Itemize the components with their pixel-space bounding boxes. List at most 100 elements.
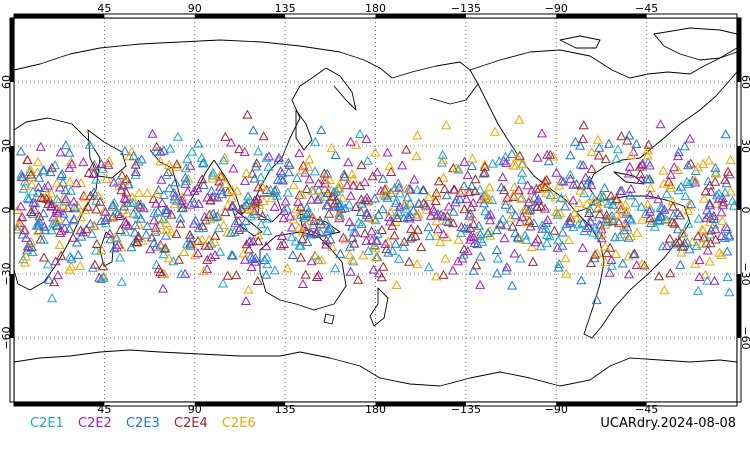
observation-marker: [626, 215, 637, 225]
observation-marker: [667, 201, 679, 211]
observation-marker: [355, 180, 366, 190]
observation-marker: [642, 145, 653, 155]
observation-marker: [574, 197, 585, 208]
observation-marker: [185, 240, 196, 250]
observation-marker: [491, 224, 502, 235]
observation-marker: [312, 194, 323, 204]
observation-marker: [148, 215, 160, 225]
observation-marker: [102, 212, 113, 222]
observation-marker: [551, 167, 562, 177]
observation-marker: [356, 198, 367, 208]
observation-marker: [431, 216, 442, 226]
observation-marker: [693, 285, 704, 295]
observation-marker: [308, 212, 319, 222]
observation-marker: [172, 161, 183, 171]
observation-marker: [451, 163, 462, 173]
observation-marker: [166, 209, 177, 219]
observation-marker: [282, 187, 293, 197]
observation-marker: [286, 222, 297, 232]
observation-marker: [369, 193, 380, 203]
observation-marker: [481, 193, 492, 203]
observation-marker: [225, 227, 236, 237]
observation-marker: [253, 182, 264, 192]
observation-marker: [177, 195, 188, 205]
observation-marker: [517, 211, 528, 221]
observation-marker: [517, 167, 528, 177]
observation-marker: [483, 210, 494, 220]
observation-marker: [545, 149, 556, 159]
observation-marker: [62, 203, 73, 213]
observation-marker: [322, 200, 333, 210]
observation-marker: [578, 160, 589, 170]
observation-marker: [683, 205, 694, 215]
observation-marker: [322, 168, 333, 178]
observation-marker: [262, 213, 273, 223]
observation-marker: [180, 163, 192, 173]
observation-marker: [661, 188, 672, 198]
observation-marker: [624, 130, 635, 140]
observation-marker: [189, 185, 200, 195]
observation-marker: [315, 227, 326, 237]
observation-marker: [350, 227, 361, 237]
observation-marker: [694, 254, 705, 265]
observation-marker: [322, 187, 333, 197]
observation-marker: [506, 204, 517, 214]
observation-marker: [603, 138, 614, 148]
observation-marker: [465, 234, 476, 244]
observation-marker: [182, 154, 193, 164]
observation-marker: [532, 152, 543, 162]
observation-marker: [244, 236, 255, 246]
observation-marker: [14, 217, 25, 227]
observation-marker: [12, 224, 23, 234]
observation-marker: [571, 178, 582, 189]
observation-marker: [479, 161, 490, 171]
observation-marker: [537, 220, 548, 230]
observation-marker: [435, 236, 446, 247]
observation-marker: [104, 155, 115, 165]
observation-marker: [613, 217, 624, 227]
observation-marker: [209, 191, 220, 201]
observation-marker: [459, 204, 470, 214]
observation-marker: [607, 199, 618, 209]
frame-band-dark: [194, 402, 286, 406]
observation-marker: [400, 198, 411, 208]
observation-marker: [117, 170, 128, 180]
top-lon-label: −135: [451, 2, 481, 15]
observation-marker: [301, 183, 312, 193]
observation-marker: [452, 256, 464, 266]
observation-marker: [453, 234, 464, 244]
observation-marker: [75, 260, 86, 270]
observation-marker: [382, 192, 393, 202]
observation-marker: [376, 272, 387, 282]
observation-marker: [591, 294, 602, 305]
observation-marker: [261, 241, 272, 251]
observation-marker: [600, 256, 611, 266]
observation-marker: [137, 235, 148, 245]
observation-marker: [656, 203, 668, 213]
observation-marker: [437, 154, 449, 164]
observation-marker: [258, 131, 269, 141]
observation-marker: [198, 179, 209, 190]
observation-marker: [507, 221, 518, 231]
observation-marker: [485, 209, 496, 219]
observation-marker: [164, 183, 175, 193]
observation-marker: [577, 242, 588, 252]
observation-marker: [440, 253, 451, 263]
observation-marker: [576, 275, 587, 285]
observation-marker: [565, 169, 576, 179]
observation-marker: [603, 198, 614, 208]
observation-marker: [12, 221, 23, 231]
observation-marker: [605, 190, 617, 200]
observation-marker: [209, 236, 220, 246]
observation-marker: [310, 251, 321, 261]
observation-marker: [302, 236, 313, 246]
observation-marker: [495, 219, 506, 229]
observation-marker: [64, 147, 75, 157]
observation-marker: [135, 199, 146, 209]
observation-marker: [42, 180, 54, 190]
observation-marker: [141, 229, 152, 239]
observation-marker: [593, 150, 604, 160]
observation-marker: [204, 209, 215, 219]
observation-marker: [242, 109, 253, 119]
observation-marker: [470, 174, 481, 184]
